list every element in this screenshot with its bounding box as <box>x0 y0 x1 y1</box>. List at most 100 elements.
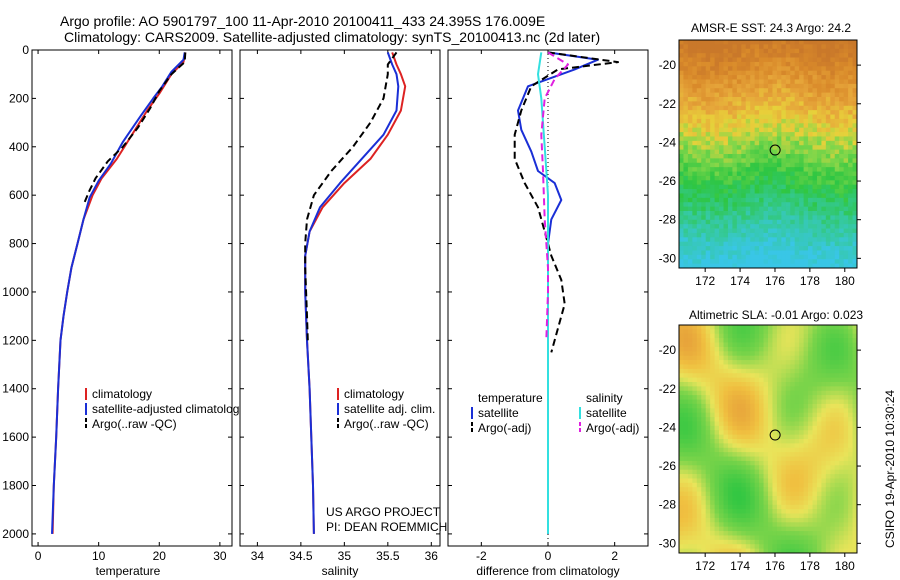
map-cell <box>763 522 769 528</box>
map-cell <box>834 447 840 453</box>
map-cell <box>763 48 769 54</box>
map-cell <box>701 219 707 225</box>
map-cell <box>679 531 684 536</box>
map-cell <box>781 184 787 190</box>
map-cell <box>799 79 804 85</box>
map-cell <box>812 149 818 155</box>
map-cell <box>816 53 822 58</box>
map-cell <box>692 132 698 137</box>
x-tick-label: 0 <box>35 549 42 563</box>
map-cell <box>741 105 747 111</box>
map-cell <box>763 167 769 172</box>
map-cell <box>772 456 778 462</box>
map-cell <box>741 132 747 137</box>
map-cell <box>768 232 773 238</box>
map-cell <box>803 101 809 107</box>
map-cell <box>710 425 715 431</box>
map-cell <box>790 439 796 444</box>
map-cell <box>794 548 800 554</box>
map-cell <box>839 496 845 501</box>
map-cell <box>763 368 769 374</box>
map-cell <box>705 114 711 120</box>
map-cell <box>683 53 689 58</box>
map-cell <box>696 123 702 129</box>
map-cell <box>843 500 849 506</box>
map-cell <box>719 154 724 159</box>
map-cell <box>759 517 764 523</box>
map-cell <box>679 513 684 519</box>
map-cell <box>741 509 747 514</box>
map-cell <box>794 325 800 330</box>
map-cell <box>741 403 747 409</box>
map-cell <box>816 346 822 352</box>
map-cell <box>816 456 822 462</box>
map-cell <box>781 180 787 186</box>
map-cell <box>679 439 684 444</box>
map-cell <box>772 496 778 501</box>
map-cell <box>839 246 845 251</box>
map-cell <box>803 325 809 330</box>
map-cell <box>696 184 702 190</box>
map-cell <box>848 491 853 497</box>
map-cell <box>692 105 698 111</box>
map-cell <box>830 535 836 541</box>
map-cell <box>701 193 707 199</box>
map-cell <box>714 368 720 374</box>
map-cell <box>701 114 707 120</box>
map-cell <box>683 469 689 475</box>
map-cell <box>808 509 813 514</box>
map-cell <box>776 412 782 418</box>
map-cell <box>830 110 836 115</box>
map-cell <box>754 386 760 392</box>
map-cell <box>683 246 689 251</box>
map-cell <box>687 517 693 523</box>
map-cell <box>687 75 693 80</box>
map-cell <box>794 452 800 457</box>
map-cell <box>736 224 742 229</box>
map-cell <box>754 75 760 80</box>
map-cell <box>732 478 738 484</box>
map-cell <box>803 232 809 238</box>
map-cell <box>768 452 773 457</box>
map-cell <box>834 443 840 449</box>
map-cell <box>754 368 760 374</box>
map-cell <box>705 539 711 545</box>
map-cell <box>781 325 787 330</box>
map-cell <box>732 75 738 80</box>
map-cell <box>759 403 764 409</box>
map-cell <box>763 395 769 400</box>
map-cell <box>732 535 738 541</box>
map-cell <box>799 123 804 129</box>
map-cell <box>839 79 845 85</box>
map-cell <box>759 83 764 89</box>
map-cell <box>727 57 733 63</box>
map-cell <box>710 149 715 155</box>
map-cell <box>794 250 800 256</box>
map-cell <box>683 70 689 76</box>
map-cell <box>821 333 827 339</box>
map-cell <box>808 241 813 247</box>
map-cell <box>825 360 831 365</box>
map-cell <box>776 548 782 554</box>
map-cell <box>723 526 729 532</box>
map-cell <box>692 215 698 221</box>
map-cell <box>799 412 804 418</box>
map-cell <box>692 460 698 466</box>
map-cell <box>825 417 831 422</box>
map-cell <box>812 83 818 89</box>
map-cell <box>839 83 845 89</box>
map-cell <box>705 175 711 181</box>
map-cell <box>816 167 822 172</box>
map-cell <box>830 360 836 365</box>
map-cell <box>799 237 804 243</box>
x-tick-label: 10 <box>92 549 106 563</box>
map-cell <box>687 211 693 216</box>
map-cell <box>750 167 756 172</box>
series-line-blue <box>304 52 400 534</box>
map-cell <box>732 338 738 343</box>
map-cell <box>750 333 756 339</box>
map-cell <box>790 92 796 98</box>
map-cell <box>692 110 698 115</box>
map-cell <box>768 101 773 107</box>
map-cell <box>759 434 764 440</box>
